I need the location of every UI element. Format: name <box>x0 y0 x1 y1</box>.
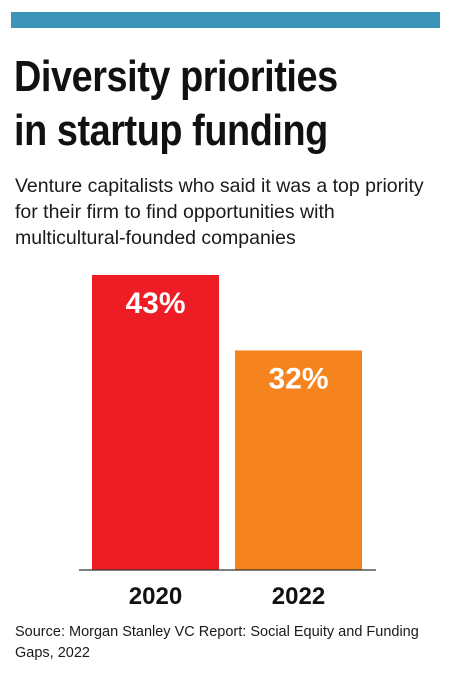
title-line-2: in startup funding <box>14 106 328 155</box>
bar-2022 <box>235 350 362 570</box>
category-label-2022: 2022 <box>272 583 325 610</box>
value-label-2022: 32% <box>268 362 328 395</box>
chart-title: Diversity priorities in startup funding <box>14 50 384 158</box>
value-label-2020: 43% <box>125 287 185 320</box>
bar-2020 <box>92 275 219 570</box>
category-label-2020: 2020 <box>129 583 182 610</box>
source-note: Source: Morgan Stanley VC Report: Social… <box>15 624 419 661</box>
top-accent-bar <box>11 12 440 28</box>
chart-subtitle: Venture capitalists who said it was a to… <box>15 175 424 249</box>
title-line-1: Diversity priorities <box>14 52 338 101</box>
